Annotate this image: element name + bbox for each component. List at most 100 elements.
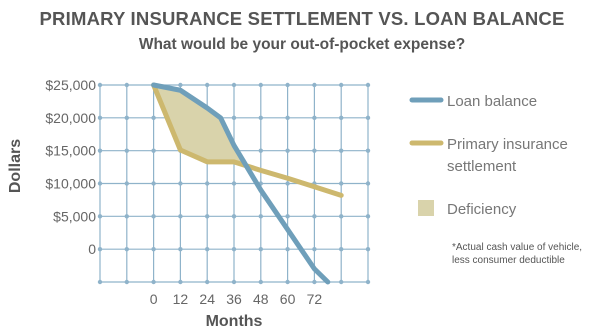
grid-dot [97, 115, 103, 121]
chart-subtitle: What would be your out-of-pocket expense… [138, 36, 466, 53]
grid-dot [178, 279, 183, 285]
grid-dot [258, 115, 263, 121]
y-axis-label: Dollars [7, 139, 24, 193]
grid-dot [124, 181, 129, 186]
grid-dot [312, 246, 317, 252]
x-tick-label: 48 [253, 291, 269, 307]
grid-dot [124, 82, 129, 88]
grid-dot [339, 115, 344, 121]
grid-dot [339, 279, 344, 285]
grid-dot [312, 214, 317, 219]
grid-dot [97, 82, 103, 88]
legend-swatch-deficiency [418, 200, 434, 216]
grid-dot [124, 214, 129, 219]
grid-dot [124, 279, 129, 285]
grid-dot [339, 246, 344, 252]
grid-dot [339, 82, 344, 88]
grid-dot [231, 181, 237, 186]
grid-dot [285, 214, 290, 219]
grid-dot [339, 181, 344, 186]
grid-dot [231, 115, 237, 121]
grid-dot [97, 181, 103, 186]
legend: Loan balance Primary insurance settlement D… [409, 93, 568, 218]
footnote: *Actual cash value of vehicle, less consu… [452, 242, 582, 266]
y-tick-label: $5,000 [53, 208, 96, 224]
y-tick-label: $25,000 [45, 77, 96, 93]
x-axis-label: Months [206, 313, 263, 330]
chart-title: PRIMARY INSURANCE SETTLEMENT VS. LOAN BA… [39, 8, 565, 29]
footnote-line: *Actual cash value of vehicle, [452, 242, 582, 253]
grid-dot [365, 214, 371, 219]
grid-dot [205, 214, 210, 219]
grid-dot [178, 181, 183, 186]
grid-dot [285, 246, 290, 252]
grid-dot [151, 279, 156, 285]
grid-dot [124, 246, 129, 252]
grid-dot [285, 148, 290, 153]
grid-dot [312, 148, 317, 153]
grid-dot [258, 82, 263, 88]
grid-dot [285, 181, 290, 186]
y-tick-label: 0 [88, 241, 96, 257]
grid-dot [151, 181, 156, 186]
grid-dot [231, 246, 237, 252]
grid-dot [285, 279, 290, 285]
grid-dot [205, 279, 210, 285]
series-layer [151, 82, 344, 285]
legend-label: Deficiency [447, 201, 517, 218]
grid-dot [365, 246, 371, 252]
grid-dot [231, 214, 237, 219]
x-tick-label: 0 [150, 291, 158, 307]
grid-dot [124, 115, 129, 121]
grid-dot [205, 181, 210, 186]
grid-dot [258, 279, 263, 285]
grid-dot [205, 246, 210, 252]
grid [97, 82, 371, 285]
deficiency-area-layer [153, 85, 247, 166]
tick-labels: $25,000 $20,000 $15,000 $10,000 $5,000 0 0 12 24… [45, 77, 322, 307]
x-tick-label: 72 [307, 291, 323, 307]
grid-dot [97, 246, 103, 252]
x-tick-label: 12 [173, 291, 189, 307]
grid-dot [365, 82, 371, 88]
grid-dot [339, 148, 344, 153]
grid-dot [365, 148, 371, 153]
x-tick-label: 36 [226, 291, 242, 307]
grid-dot [312, 115, 317, 121]
legend-label: Primary insurance [447, 136, 568, 153]
grid-dot [365, 115, 371, 121]
grid-dot [205, 82, 210, 88]
y-tick-label: $15,000 [45, 143, 96, 159]
grid-dot [312, 82, 317, 88]
grid-dot [124, 148, 129, 153]
loan-balance-line [151, 82, 331, 285]
grid-dot [285, 82, 290, 88]
grid-dot [365, 279, 371, 285]
grid-dot [151, 246, 156, 252]
grid-dot [312, 279, 317, 285]
grid-dot [285, 115, 290, 121]
grid-dot [97, 279, 103, 285]
grid-dot [151, 115, 156, 121]
legend-label: settlement [447, 158, 517, 175]
deficiency-area [153, 85, 247, 166]
grid-dot [97, 214, 103, 219]
y-tick-label: $10,000 [45, 176, 96, 192]
grid-dot [151, 148, 156, 153]
x-tick-label: 60 [280, 291, 296, 307]
grid-dot [365, 181, 371, 186]
grid-dot [258, 214, 263, 219]
y-tick-label: $20,000 [45, 110, 96, 126]
grid-dot [178, 214, 183, 219]
grid-dot [231, 82, 237, 88]
grid-dot [178, 82, 183, 88]
footnote-line: less consumer deductible [452, 255, 565, 266]
grid-dot [231, 279, 237, 285]
grid-dot [258, 148, 263, 153]
legend-label: Loan balance [447, 93, 537, 110]
grid-dot [178, 246, 183, 252]
grid-dot [151, 214, 156, 219]
grid-dot [258, 246, 263, 252]
x-tick-label: 24 [199, 291, 215, 307]
